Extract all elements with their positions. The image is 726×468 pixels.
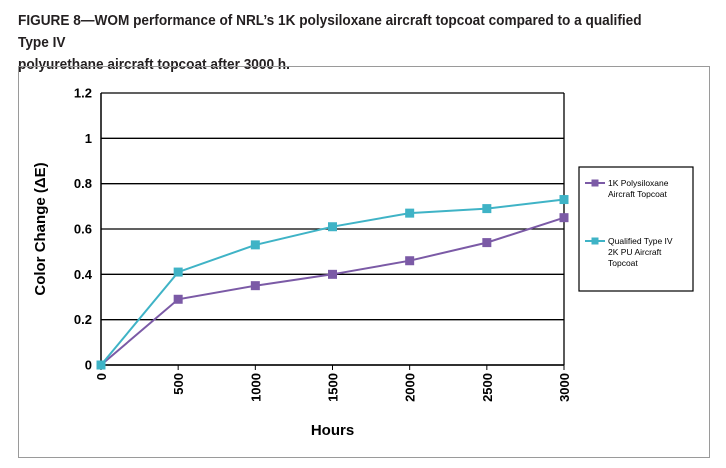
data-point-marker [482, 238, 492, 248]
y-tick-label: 0.2 [74, 312, 92, 327]
legend-label: Aircraft Topcoat [608, 189, 668, 199]
data-point-marker [559, 213, 569, 223]
figure-caption: FIGURE 8—WOM performance of NRL’s 1K pol… [18, 10, 667, 76]
data-point-marker [328, 269, 337, 279]
legend-label: Qualified Type IV [608, 236, 673, 246]
x-tick-label: 2500 [480, 373, 495, 402]
y-tick-labels: 0 0.2 0.4 0.6 0.8 1 1.2 [74, 86, 93, 373]
legend-label: Topcoat [608, 258, 638, 268]
x-tick-label: 3000 [557, 373, 572, 402]
y-tick-label: 1.2 [74, 86, 92, 101]
legend-label: 1K Polysiloxane [608, 178, 669, 188]
data-point-marker [96, 360, 106, 370]
data-point-marker [405, 256, 415, 266]
x-tick-label: 500 [171, 373, 186, 395]
y-tick-label: 1 [85, 131, 92, 146]
y-tick-label: 0.4 [74, 267, 93, 282]
caption-line-1: FIGURE 8—WOM performance of NRL’s 1K pol… [18, 13, 642, 51]
data-point-marker [328, 222, 337, 232]
data-point-marker [559, 195, 569, 205]
x-tick-labels: 0 500 1000 1500 2000 2500 3000 [94, 373, 572, 402]
x-tick-label: 1500 [326, 373, 341, 402]
data-point-marker [405, 208, 415, 218]
data-point-marker [482, 204, 492, 214]
y-tick-label: 0.6 [74, 222, 92, 237]
y-tick-label: 0.8 [74, 176, 92, 191]
x-tick-label: 2000 [403, 373, 418, 402]
x-tick-label: 0 [94, 373, 109, 380]
series-line [100, 216, 565, 366]
series-layer [96, 195, 569, 370]
axes [100, 93, 565, 370]
legend-box [578, 166, 694, 292]
legend-label: 2K PU Aircraft [608, 247, 662, 257]
data-point-marker [250, 281, 260, 291]
data-point-marker [173, 267, 183, 277]
x-axis-label: Hours [311, 422, 354, 439]
y-axis-label: Color Change (ΔE) [32, 162, 49, 295]
x-tick-label: 1000 [248, 373, 263, 402]
legend-swatch-marker [591, 237, 599, 245]
y-tick-label: 0 [85, 358, 92, 373]
data-point-marker [250, 240, 260, 250]
chart-frame [18, 66, 710, 458]
data-point-marker [173, 294, 183, 304]
caption-line-2: polyurethane aircraft topcoat after 3000… [18, 57, 290, 73]
legend-swatch-marker [591, 179, 599, 187]
